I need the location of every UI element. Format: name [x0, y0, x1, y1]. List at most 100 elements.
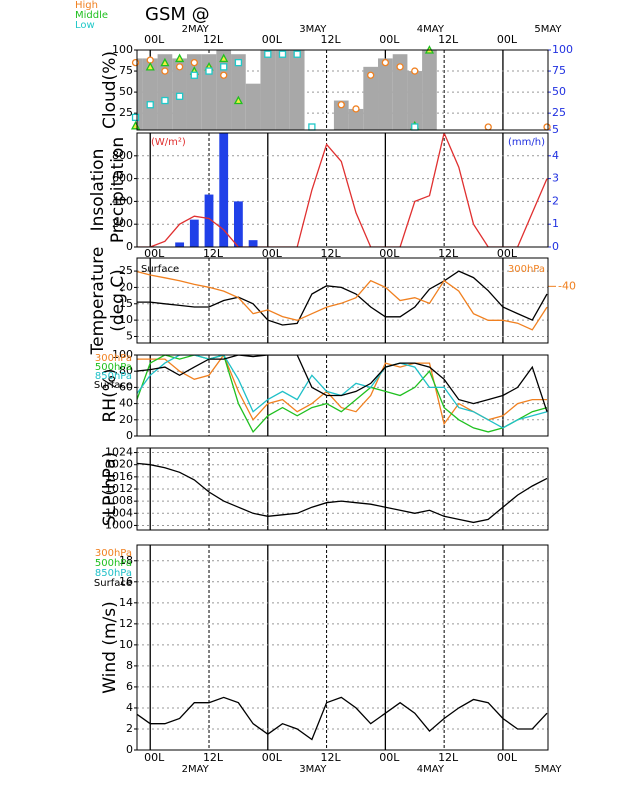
y-tick-label: 1000: [105, 518, 133, 531]
x-tick-label: 00L: [262, 33, 283, 46]
point: [160, 57, 170, 67]
y2-tick-label: 75: [552, 64, 566, 77]
legend-label: 300hPa: [508, 264, 545, 275]
x-tick-label: 12L: [438, 247, 459, 260]
bar: [363, 66, 379, 130]
legend-label: 500hPa: [95, 362, 132, 373]
x-tick-label: 12L: [438, 751, 459, 764]
point: [234, 58, 243, 67]
y-tick-label: 0: [126, 429, 133, 442]
x-tick-label: 00L: [497, 247, 518, 260]
plot-area: [137, 696, 548, 741]
y-tick-label: 800: [112, 149, 133, 162]
y-tick-label: 1016: [105, 470, 133, 483]
bar: [248, 240, 258, 247]
point: [278, 50, 287, 58]
y-tick-label: 20: [119, 280, 133, 293]
legend-label: Low: [75, 20, 95, 31]
panel-frame: [136, 132, 549, 248]
x-tick-label: 00L: [144, 33, 165, 46]
point: [161, 96, 169, 105]
date-label: 4MAY: [417, 24, 445, 35]
x-tick-label: 12L: [203, 33, 224, 46]
y-tick-label: 10: [119, 638, 133, 651]
y-tick-label: 1004: [105, 506, 133, 519]
line: [137, 270, 548, 331]
point: [190, 71, 198, 79]
x-tick-label: 12L: [438, 33, 459, 46]
line: [137, 133, 548, 247]
y-tick-label: 6: [126, 680, 133, 693]
y-tick-label: 12: [119, 617, 133, 630]
point: [293, 50, 301, 58]
line: [137, 462, 548, 524]
date-label: 5MAY: [534, 764, 562, 775]
y2-unit: (mm/h): [508, 137, 545, 148]
legend-label: Surface: [141, 264, 179, 275]
panel-frame: [136, 544, 549, 751]
x-tick-label: 12L: [321, 247, 342, 260]
point: [205, 67, 213, 75]
y-axis-label: Cloud(%): [100, 51, 120, 129]
bar: [201, 54, 217, 130]
x-tick-label: 00L: [379, 33, 400, 46]
y2-tick-label: 1: [552, 217, 559, 230]
y-tick-label: 14: [119, 596, 133, 609]
line: [137, 355, 548, 412]
point: [543, 123, 551, 131]
bar: [348, 108, 364, 130]
y-tick-label: 600: [112, 172, 133, 185]
bar: [137, 58, 143, 130]
point: [161, 67, 169, 75]
bar: [219, 133, 229, 247]
y-tick-label: 1024: [105, 446, 133, 459]
y-tick-label: 400: [112, 194, 133, 207]
bar: [289, 50, 305, 130]
x-tick-label: 00L: [497, 33, 518, 46]
panel: 0 2 4 6 8 10 12 14 16 18 Wind (m/s) 300hPa500hPa850…: [94, 544, 549, 756]
y-axis-label: Insolation: [88, 149, 108, 232]
y-tick-label: 18: [119, 554, 133, 567]
bar: [216, 50, 232, 130]
y-tick-label: 100: [112, 43, 133, 56]
x-tick-label: 12L: [203, 247, 224, 260]
legend-label: Middle: [75, 10, 108, 21]
bar: [275, 50, 290, 130]
y-tick-label: 50: [119, 85, 133, 98]
bar: [142, 58, 158, 130]
y-axis-label: Wind (m/s): [100, 601, 120, 694]
y-tick-label: 1020: [105, 458, 133, 471]
plot-area: [137, 462, 548, 524]
panel-frame: [136, 447, 549, 531]
bar: [407, 71, 423, 130]
legend-label: 850hPa: [95, 371, 132, 382]
y-tick-label: 2: [126, 722, 133, 735]
y2-tick-label: -40: [558, 279, 576, 292]
point: [145, 61, 155, 71]
bar: [175, 242, 185, 247]
y2-tick-label: 4: [552, 149, 559, 162]
point: [131, 113, 140, 122]
y-tick-label: 0: [126, 240, 133, 253]
y2-tick-label: 3: [552, 172, 559, 185]
panel: 0 20 40 60 80 100 RH(%) 300hPa500hPa850hPaSurfa…: [94, 348, 549, 442]
y-tick-label: 8: [126, 659, 133, 672]
x-tick-label: 12L: [321, 751, 342, 764]
y2-tick-label: 25: [552, 106, 566, 119]
bar: [422, 50, 437, 130]
y-unit: (W/m²): [151, 137, 186, 148]
point: [308, 123, 316, 131]
y-tick-label: 80: [119, 364, 133, 377]
x-tick-label: 00L: [144, 247, 165, 260]
y-axis-label: Precipitation: [108, 137, 128, 243]
point: [233, 95, 243, 105]
y-axis-label: Temperature: [88, 247, 108, 356]
x-tick-label: 00L: [379, 247, 400, 260]
point: [381, 58, 390, 67]
y-axis-label: (deg.C): [108, 269, 128, 332]
legend-label: Surface: [94, 578, 132, 589]
point: [175, 92, 184, 100]
line: [137, 355, 548, 434]
date-label: 2MAY: [182, 764, 210, 775]
plot-area: [137, 270, 548, 331]
